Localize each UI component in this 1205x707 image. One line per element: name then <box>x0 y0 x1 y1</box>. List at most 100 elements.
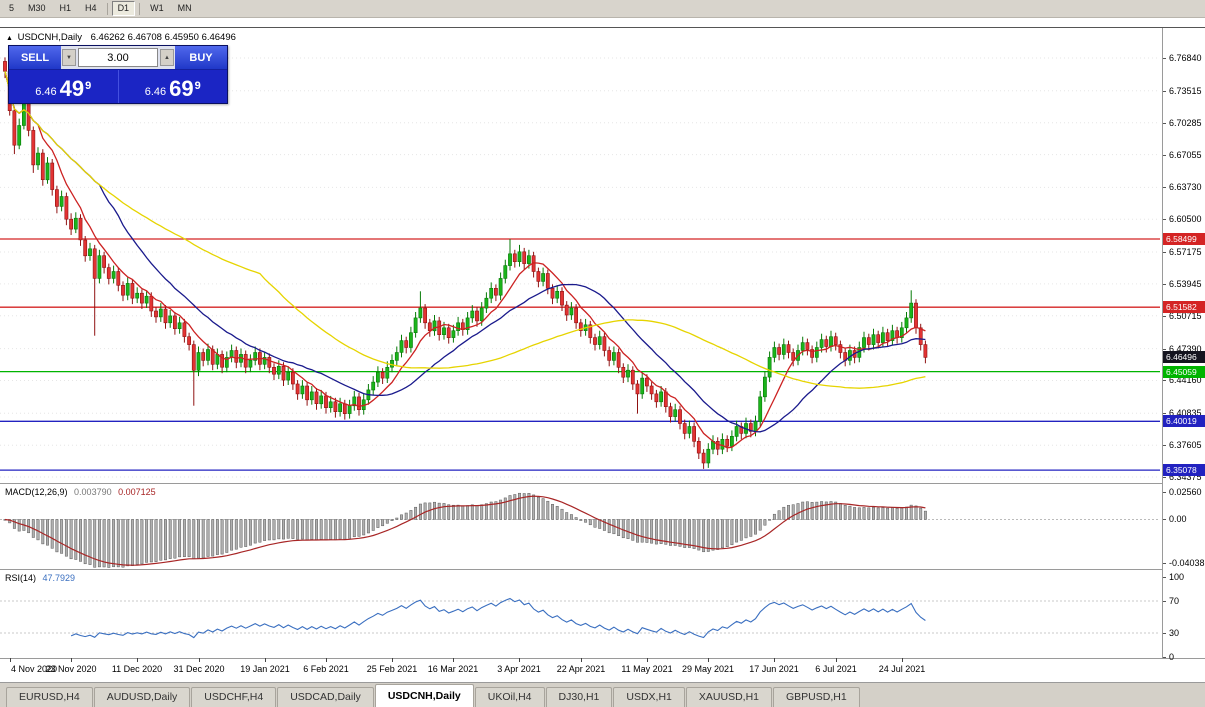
axis-tick <box>1163 252 1166 254</box>
rsi-indicator-name: RSI(14) <box>5 573 37 583</box>
tab-dj30-h1[interactable]: DJ30,H1 <box>545 687 613 707</box>
buy-price-display[interactable]: 6.46 69 9 <box>117 70 228 103</box>
macd-chart[interactable] <box>0 484 1160 569</box>
chart-tabs-bar: EURUSD,H4 AUDUSD,Daily USDCHF,H4 USDCAD,… <box>0 682 1205 707</box>
tab-usdcad-daily[interactable]: USDCAD,Daily <box>277 687 374 707</box>
date-tick <box>708 658 709 662</box>
tab-xauusd-h1[interactable]: XAUUSD,H1 <box>685 687 772 707</box>
date-tick <box>326 658 327 662</box>
price-tag: 6.45059 <box>1163 365 1205 378</box>
axis-tick <box>1163 657 1166 658</box>
date-tick <box>199 658 200 662</box>
axis-scale-label: 100 <box>1169 572 1185 582</box>
price-tag: 6.51582 <box>1163 301 1205 314</box>
date-axis-label: 19 Jan 2021 <box>240 664 290 674</box>
price-tag: 6.46496 <box>1163 351 1205 364</box>
date-axis-label: 29 May 2021 <box>681 664 735 674</box>
tab-usdchf-h4[interactable]: USDCHF,H4 <box>191 687 277 707</box>
axis-tick <box>1163 154 1166 156</box>
rsi-panel: RSI(14) 47.7929 <box>0 570 1160 658</box>
axis-scale-label: 0.00 <box>1169 514 1187 525</box>
timeframe-m5-button[interactable]: 5 <box>9 3 15 13</box>
axis-tick <box>1163 477 1166 479</box>
macd-main-value: 0.003790 <box>74 487 112 497</box>
axis-tick <box>1163 562 1166 564</box>
panel-separator[interactable] <box>0 483 1205 484</box>
volume-up-button[interactable]: ▲ <box>160 49 174 66</box>
chevron-up-icon: ▲ <box>164 54 170 61</box>
price-tag: 6.35078 <box>1163 464 1205 477</box>
timeframe-m30-button[interactable]: M30 <box>28 3 46 13</box>
date-tick <box>392 658 393 662</box>
date-axis-label: 11 May 2021 <box>621 664 673 674</box>
axis-tick <box>1163 283 1166 285</box>
axis-tick <box>1163 122 1166 124</box>
chart-symbol-label: USDCNH,Daily <box>17 32 82 43</box>
date-axis-label: 25 Feb 2021 <box>366 664 418 674</box>
axis-scale-label: 6.44160 <box>1169 375 1202 386</box>
tab-eurusd-h4[interactable]: EURUSD,H4 <box>6 687 93 707</box>
volume-down-button[interactable]: ▼ <box>62 49 76 66</box>
axis-scale-label: 6.63730 <box>1169 182 1202 193</box>
toolbar-separator <box>106 2 108 15</box>
tab-audusd-daily[interactable]: AUDUSD,Daily <box>93 687 191 707</box>
main-chart-panel: ▲ USDCNH,Daily 6.46262 6.46708 6.45950 6… <box>0 28 1160 483</box>
axis-scale-label: 6.70285 <box>1169 117 1202 128</box>
main-price-chart[interactable] <box>0 28 1160 483</box>
axis-scale-label: 0.02560 <box>1169 487 1202 498</box>
axis-scale-label: 6.34375 <box>1169 472 1202 483</box>
collapse-arrow-icon[interactable]: ▲ <box>6 35 13 42</box>
rsi-chart[interactable] <box>0 570 1160 658</box>
timeframe-d1-button[interactable]: D1 <box>111 1 136 16</box>
date-tick <box>581 658 582 662</box>
panel-separator[interactable] <box>0 569 1205 570</box>
axis-tick <box>1163 380 1166 382</box>
date-tick <box>265 658 266 662</box>
axis-scale-label: 0 <box>1169 652 1175 662</box>
sell-button[interactable]: SELL <box>9 46 61 69</box>
timeframe-h4-button[interactable]: H4 <box>85 3 97 13</box>
buy-button[interactable]: BUY <box>175 46 227 69</box>
axis-scale-label: 6.73515 <box>1169 85 1202 96</box>
volume-input[interactable] <box>78 48 158 67</box>
tab-gbpusd-h1[interactable]: GBPUSD,H1 <box>773 687 860 707</box>
date-axis-label: 11 Dec 2020 <box>111 664 163 674</box>
price-axis[interactable]: 6.76840 6.73515 6.70285 6.67055 6.63730 6.605… <box>1162 28 1205 662</box>
axis-scale-label: 30 <box>1169 628 1180 638</box>
timeframe-w1-button[interactable]: W1 <box>150 3 164 13</box>
axis-tick <box>1163 492 1166 494</box>
axis-tick <box>1163 577 1166 578</box>
date-tick <box>519 658 520 662</box>
axis-scale-label: 6.67055 <box>1169 149 1202 160</box>
date-axis[interactable]: 4 Nov 2020 23 Nov 2020 11 Dec 2020 31 Dec 2… <box>0 658 1160 682</box>
date-axis-label: 16 Mar 2021 <box>427 664 479 674</box>
price-tag: 6.40019 <box>1163 415 1205 428</box>
date-axis-label: 4 Nov 2020 <box>10 664 58 674</box>
buy-price-prefix: 6.46 <box>144 86 167 98</box>
panel-separator <box>0 658 1205 659</box>
axis-tick <box>1163 187 1166 189</box>
sell-price-display[interactable]: 6.46 49 9 <box>9 70 118 103</box>
sell-price-pips: 49 <box>59 76 85 101</box>
toolbar-separator <box>139 2 141 15</box>
date-tick <box>71 658 72 662</box>
price-tag: 6.58499 <box>1163 232 1205 245</box>
chart-ohlc-quote: 6.46262 6.46708 6.45950 6.46496 <box>90 32 236 43</box>
one-click-trading-panel: SELL ▼ ▲ BUY 6.46 49 9 6.46 69 9 <box>8 45 228 104</box>
axis-scale-label: 6.37605 <box>1169 440 1202 451</box>
tab-usdx-h1[interactable]: USDX,H1 <box>613 687 685 707</box>
date-axis-label: 24 Jul 2021 <box>878 664 926 674</box>
axis-tick <box>1163 219 1166 221</box>
date-tick <box>836 658 837 662</box>
timeframe-h1-button[interactable]: H1 <box>59 3 72 13</box>
axis-scale-label: 70 <box>1169 596 1180 606</box>
tab-ukoil-h4[interactable]: UKOil,H4 <box>474 687 545 707</box>
axis-scale-label: 6.47390 <box>1169 343 1202 354</box>
axis-scale-label: 6.76840 <box>1169 52 1202 63</box>
date-axis-label: 6 Feb 2021 <box>303 664 349 674</box>
chart-title: ▲ USDCNH,Daily 6.46262 6.46708 6.45950 6… <box>6 32 236 43</box>
axis-tick <box>1163 413 1166 415</box>
timeframe-mn-button[interactable]: MN <box>177 3 192 13</box>
tab-usdcnh-daily[interactable]: USDCNH,Daily <box>374 684 474 707</box>
sell-price-point: 9 <box>85 80 92 92</box>
